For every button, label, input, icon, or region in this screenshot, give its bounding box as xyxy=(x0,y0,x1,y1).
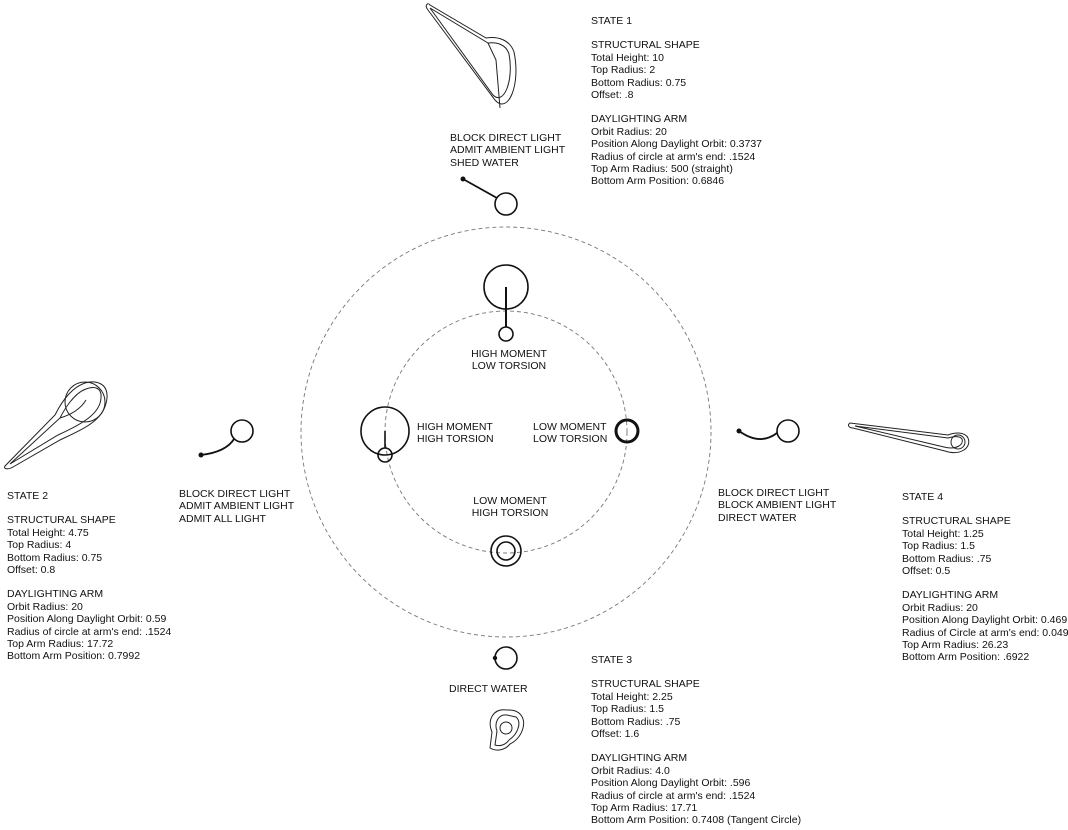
behavior-line: SHED WATER xyxy=(450,156,519,169)
behavior-line: DIRECT WATER xyxy=(449,683,528,695)
state-3-structural-heading: STRUCTURAL SHAPE xyxy=(591,678,700,691)
arm-state-1 xyxy=(460,176,518,216)
state-2-structural-heading: STRUCTURAL SHAPE xyxy=(7,514,116,527)
state-2-arm-line: Radius of circle at arm's end: .1524 xyxy=(7,625,172,638)
quadrant-label-left: HIGH MOMENT HIGH TORSION xyxy=(417,421,494,446)
state-4-arm-line: Bottom Arm Position: .6922 xyxy=(902,651,1030,664)
state-1-arm-heading: DAYLIGHTING ARM xyxy=(591,113,688,126)
state-3-arm-heading: DAYLIGHTING ARM xyxy=(591,752,688,765)
quadrant-line: HIGH MOMENT xyxy=(417,421,493,433)
state-3-structural-line: Offset: 1.6 xyxy=(591,728,640,741)
quadrant-line: LOW MOMENT xyxy=(473,495,547,507)
behavior-line: BLOCK AMBIENT LIGHT xyxy=(718,499,837,512)
state-1-arm-line: Bottom Arm Position: 0.6846 xyxy=(591,175,725,188)
state-4-structural-line: Bottom Radius: .75 xyxy=(902,552,992,565)
state-1-arm-line: Radius of circle at arm's end: .1524 xyxy=(591,150,756,163)
state-3-arm-line: Top Arm Radius: 17.71 xyxy=(591,802,698,815)
arm-state-2 xyxy=(198,419,254,458)
quadrant-label-right: LOW MOMENT LOW TORSION xyxy=(533,421,607,446)
state-4-behavior: BLOCK DIRECT LIGHT BLOCK AMBIENT LIGHT D… xyxy=(718,487,836,524)
state-4-title: STATE 4 xyxy=(902,491,944,503)
behavior-line: ADMIT AMBIENT LIGHT xyxy=(179,500,295,513)
state-1-behavior: BLOCK DIRECT LIGHT ADMIT AMBIENT LIGHT S… xyxy=(450,132,565,169)
behavior-line: BLOCK DIRECT LIGHT xyxy=(179,488,291,500)
state-3-arm-line: Bottom Arm Position: 0.7408 (Tangent Cir… xyxy=(591,814,802,827)
state-3-spec: STATE 3 STRUCTURAL SHAPE Total Height: 2… xyxy=(591,654,801,827)
state-4-structural-line: Top Radius: 1.5 xyxy=(902,540,975,553)
symbol-low-moment-low-torsion xyxy=(614,418,640,444)
quadrant-line: HIGH MOMENT xyxy=(471,348,547,360)
state-2-structural-line: Top Radius: 4 xyxy=(7,539,72,552)
state-1-arm-line: Position Along Daylight Orbit: 0.3737 xyxy=(591,138,763,151)
state-4-structural-line: Offset: 0.5 xyxy=(902,565,951,578)
state-1-title: STATE 1 xyxy=(591,15,633,27)
quadrant-line: HIGH TORSION xyxy=(417,433,494,446)
state-2-arm-line: Orbit Radius: 20 xyxy=(7,600,83,613)
state-3-behavior: DIRECT WATER xyxy=(449,683,528,695)
state-2-structural-line: Offset: 0.8 xyxy=(7,564,56,577)
behavior-line: DIRECT WATER xyxy=(718,511,797,524)
state-1-structural-line: Total Height: 10 xyxy=(591,51,664,64)
state-3-structural-line: Total Height: 2.25 xyxy=(591,690,673,703)
state-2-title: STATE 2 xyxy=(7,490,49,502)
behavior-line: ADMIT AMBIENT LIGHT xyxy=(450,144,566,157)
arm-state-3 xyxy=(492,646,518,670)
state-4-arm-line: Top Arm Radius: 26.23 xyxy=(902,639,1009,652)
state-2-arm-line: Bottom Arm Position: 0.7992 xyxy=(7,650,141,663)
outer-orbit xyxy=(300,226,712,638)
state-3-arm-line: Orbit Radius: 4.0 xyxy=(591,764,670,777)
state-1-structural-line: Offset: .8 xyxy=(591,89,634,102)
state-1-arm-line: Top Arm Radius: 500 (straight) xyxy=(591,163,733,176)
structural-shape-state-4 xyxy=(848,422,970,453)
state-4-structural-line: Total Height: 1.25 xyxy=(902,527,984,540)
quadrant-line: LOW MOMENT xyxy=(533,421,607,433)
structural-shape-state-3 xyxy=(489,709,525,751)
state-1-structural-heading: STRUCTURAL SHAPE xyxy=(591,39,700,52)
symbol-low-moment-high-torsion xyxy=(490,535,522,567)
quadrant-line: LOW TORSION xyxy=(471,360,547,373)
behavior-line: BLOCK DIRECT LIGHT xyxy=(450,132,562,144)
structural-shape-state-2 xyxy=(4,381,108,470)
state-2-arm-heading: DAYLIGHTING ARM xyxy=(7,588,104,601)
symbol-high-moment-high-torsion xyxy=(360,406,410,463)
state-3-arm-line: Radius of circle at arm's end: .1524 xyxy=(591,789,756,802)
behavior-line: ADMIT ALL LIGHT xyxy=(179,512,266,525)
state-3-title: STATE 3 xyxy=(591,654,633,666)
behavior-line: BLOCK DIRECT LIGHT xyxy=(718,487,830,499)
quadrant-label-top: HIGH MOMENT LOW TORSION xyxy=(464,348,554,373)
state-4-arm-heading: DAYLIGHTING ARM xyxy=(902,589,999,602)
quadrant-line: HIGH TORSION xyxy=(471,507,549,520)
quadrant-line: LOW TORSION xyxy=(533,433,608,446)
state-4-structural-heading: STRUCTURAL SHAPE xyxy=(902,515,1011,528)
state-3-structural-line: Bottom Radius: .75 xyxy=(591,715,681,728)
structural-shape-state-1 xyxy=(425,3,517,109)
state-1-arm-line: Orbit Radius: 20 xyxy=(591,125,667,138)
state-4-spec: STATE 4 STRUCTURAL SHAPE Total Height: 1… xyxy=(902,491,1068,664)
state-4-arm-line: Position Along Daylight Orbit: 0.469 xyxy=(902,614,1068,627)
state-3-structural-line: Top Radius: 1.5 xyxy=(591,703,664,716)
state-2-structural-line: Total Height: 4.75 xyxy=(7,526,89,539)
state-1-spec: STATE 1 STRUCTURAL SHAPE Total Height: 1… xyxy=(591,15,762,188)
state-4-arm-line: Orbit Radius: 20 xyxy=(902,601,978,614)
arm-state-4 xyxy=(736,419,800,443)
state-3-arm-line: Position Along Daylight Orbit: .596 xyxy=(591,777,751,790)
state-2-structural-line: Bottom Radius: 0.75 xyxy=(7,551,103,564)
state-2-arm-line: Position Along Daylight Orbit: 0.59 xyxy=(7,613,167,626)
state-1-structural-line: Top Radius: 2 xyxy=(591,64,656,77)
state-2-arm-line: Top Arm Radius: 17.72 xyxy=(7,638,114,651)
state-2-spec: STATE 2 STRUCTURAL SHAPE Total Height: 4… xyxy=(7,490,171,663)
state-2-behavior: BLOCK DIRECT LIGHT ADMIT AMBIENT LIGHT A… xyxy=(179,488,294,525)
state-1-structural-line: Bottom Radius: 0.75 xyxy=(591,76,687,89)
state-4-arm-line: Radius of Circle at arm's end: 0.049 xyxy=(902,626,1068,639)
quadrant-label-bottom: LOW MOMENT HIGH TORSION xyxy=(464,495,556,520)
symbol-high-moment-low-torsion xyxy=(483,264,529,342)
